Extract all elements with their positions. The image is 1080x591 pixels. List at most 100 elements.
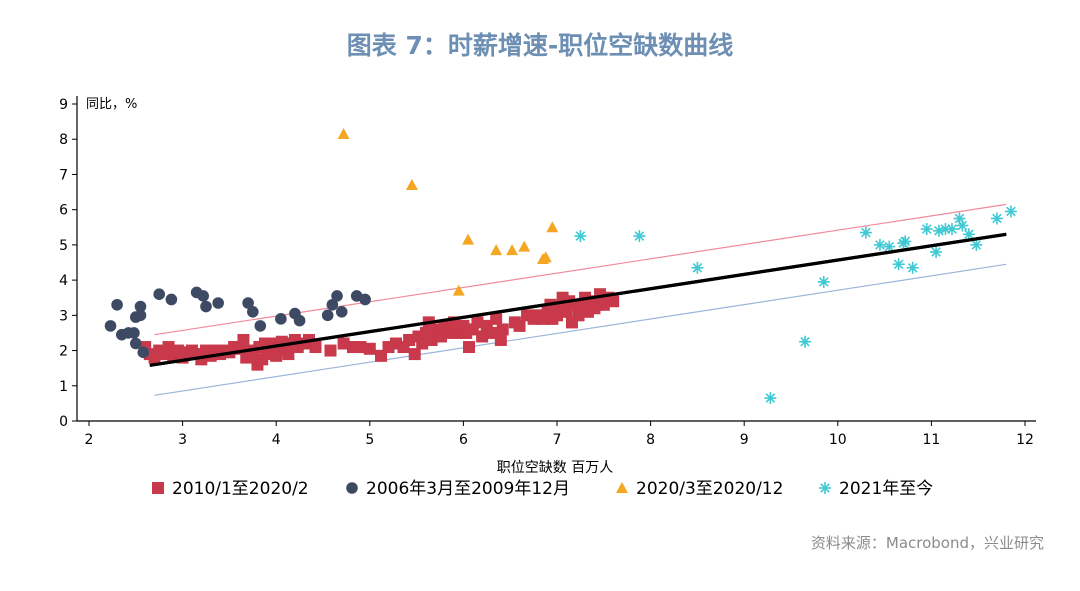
- data-point: [490, 312, 503, 325]
- data-point: [574, 230, 587, 243]
- chart-legend: 2010/1至2020/2 2006年3月至2009年12月 2020/3至2020…: [152, 479, 933, 499]
- data-point: [247, 306, 259, 318]
- data-point: [892, 258, 905, 271]
- x-tick-label: 6: [459, 432, 468, 448]
- trend-line-main: [149, 232, 1007, 367]
- data-point: [494, 333, 507, 346]
- data-point: [817, 275, 830, 288]
- data-point: [337, 127, 350, 139]
- data-point: [560, 305, 573, 318]
- data-point: [134, 309, 147, 322]
- data-point: [212, 297, 224, 309]
- data-point: [799, 335, 812, 348]
- data-point: [920, 223, 933, 236]
- data-point: [337, 337, 350, 350]
- data-point: [496, 323, 509, 336]
- y-tick-label: 7: [59, 167, 68, 183]
- data-point: [906, 261, 919, 274]
- legend-marker: [346, 482, 358, 494]
- data-point: [326, 298, 339, 311]
- data-point: [282, 348, 295, 361]
- data-point: [463, 341, 476, 354]
- data-point: [405, 179, 418, 191]
- legend-item: 2010/1至2020/2: [152, 479, 309, 499]
- data-point: [309, 341, 322, 354]
- y-tick-label: 2: [59, 344, 68, 360]
- data-point: [962, 228, 975, 241]
- x-tick-label: 7: [553, 432, 562, 448]
- y-tick-label: 8: [59, 132, 68, 148]
- data-point: [764, 392, 777, 405]
- data-point: [476, 330, 489, 343]
- data-point: [293, 314, 306, 327]
- data-point: [331, 290, 343, 302]
- data-point: [130, 337, 142, 350]
- data-point: [197, 290, 209, 302]
- data-point: [335, 306, 348, 318]
- data-point: [945, 223, 958, 236]
- x-tick-label: 12: [1016, 432, 1034, 448]
- data-point: [873, 238, 886, 251]
- data-point: [128, 327, 140, 339]
- data-point: [546, 221, 559, 233]
- data-point: [899, 235, 912, 248]
- data-point: [408, 348, 421, 361]
- legend-label: 2021年至今: [839, 479, 933, 499]
- data-point: [1004, 205, 1017, 218]
- legend-item: 2021年至今: [819, 479, 933, 499]
- x-tick-label: 10: [829, 432, 847, 448]
- data-point: [254, 320, 267, 332]
- x-tick-label: 9: [740, 432, 749, 448]
- y-tick-label: 9: [59, 97, 68, 113]
- x-axis-label: 职位空缺数 百万人: [497, 460, 613, 476]
- data-point: [275, 313, 287, 325]
- data-point: [518, 240, 531, 252]
- data-point: [539, 251, 552, 263]
- data-point: [490, 244, 503, 256]
- x-tick-label: 2: [85, 432, 94, 448]
- legend-item: 2020/3至2020/12: [616, 479, 783, 499]
- legend-item: 2006年3月至2009年12月: [346, 479, 570, 499]
- data-point: [354, 341, 367, 354]
- data-point: [990, 212, 1003, 225]
- data-point: [506, 244, 519, 256]
- data-point: [462, 233, 475, 245]
- data-point: [513, 319, 526, 332]
- data-point: [137, 346, 150, 359]
- data-point: [321, 309, 334, 322]
- data-point: [242, 297, 254, 309]
- legend-marker: [152, 482, 164, 494]
- y-tick-label: 3: [59, 308, 68, 324]
- data-point: [859, 226, 872, 239]
- data-point: [607, 295, 620, 308]
- trend-line-3: [154, 263, 1007, 396]
- data-point: [416, 337, 429, 350]
- x-tick-label: 5: [365, 432, 374, 448]
- data-point: [471, 316, 484, 329]
- data-point: [153, 288, 165, 301]
- figure-title: 图表 7：时薪增速-职位空缺数曲线: [346, 31, 734, 60]
- data-point: [930, 245, 943, 258]
- legend-label: 2006年3月至2009年12月: [366, 479, 570, 499]
- data-point: [691, 261, 704, 274]
- y-tick-label: 0: [59, 414, 68, 430]
- data-point: [452, 284, 465, 296]
- y-tick-label: 4: [59, 273, 68, 289]
- legend-marker: [616, 482, 628, 493]
- y-tick-label: 5: [59, 238, 68, 254]
- y-tick-label: 6: [59, 203, 68, 219]
- data-point: [633, 230, 646, 243]
- legend-label: 2020/3至2020/12: [636, 479, 783, 499]
- data-point: [104, 320, 117, 332]
- data-point: [165, 293, 178, 306]
- x-tick-label: 4: [272, 432, 281, 448]
- data-point: [403, 333, 416, 346]
- data-point: [485, 326, 498, 339]
- data-point: [359, 293, 371, 306]
- data-point: [970, 238, 983, 251]
- legend-label: 2010/1至2020/2: [172, 479, 309, 499]
- legend-marker: [819, 482, 831, 494]
- data-point: [111, 298, 123, 311]
